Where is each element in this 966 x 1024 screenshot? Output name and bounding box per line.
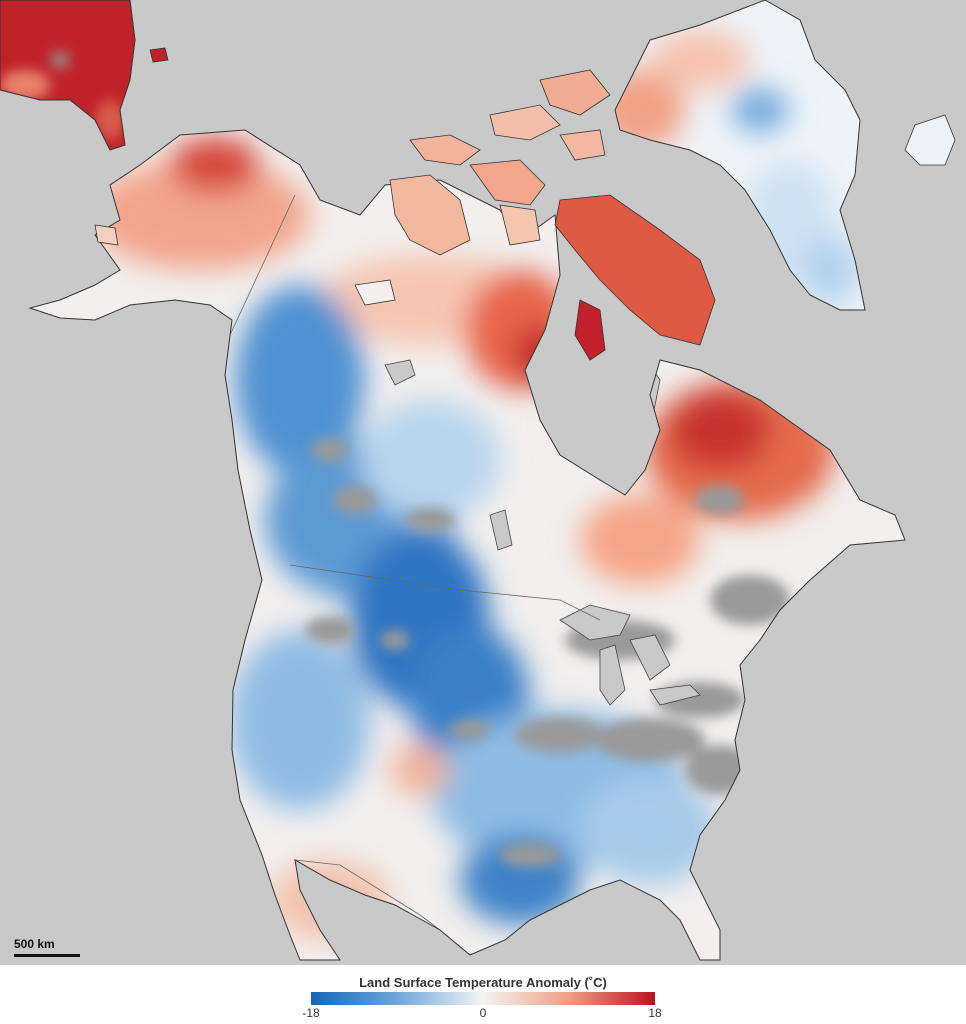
arctic-islands <box>94 69 716 361</box>
temperature-anomaly-map <box>0 0 956 961</box>
scale-bar: 500 km <box>14 938 80 957</box>
legend-color-bar <box>311 992 655 1005</box>
scale-bar-line <box>14 954 80 957</box>
legend-max-label: 18 <box>648 1006 662 1020</box>
color-legend: Land Surface Temperature Anomaly (˚C) -1… <box>0 965 966 1024</box>
iceland <box>904 114 956 166</box>
scale-bar-label: 500 km <box>14 937 55 951</box>
russia-far-east <box>0 0 135 150</box>
map-panel: 500 km <box>0 0 966 965</box>
legend-title: Land Surface Temperature Anomaly (˚C) <box>359 975 607 990</box>
legend-min-label: -18 <box>302 1006 320 1020</box>
legend-mid-label: 0 <box>479 1006 487 1020</box>
